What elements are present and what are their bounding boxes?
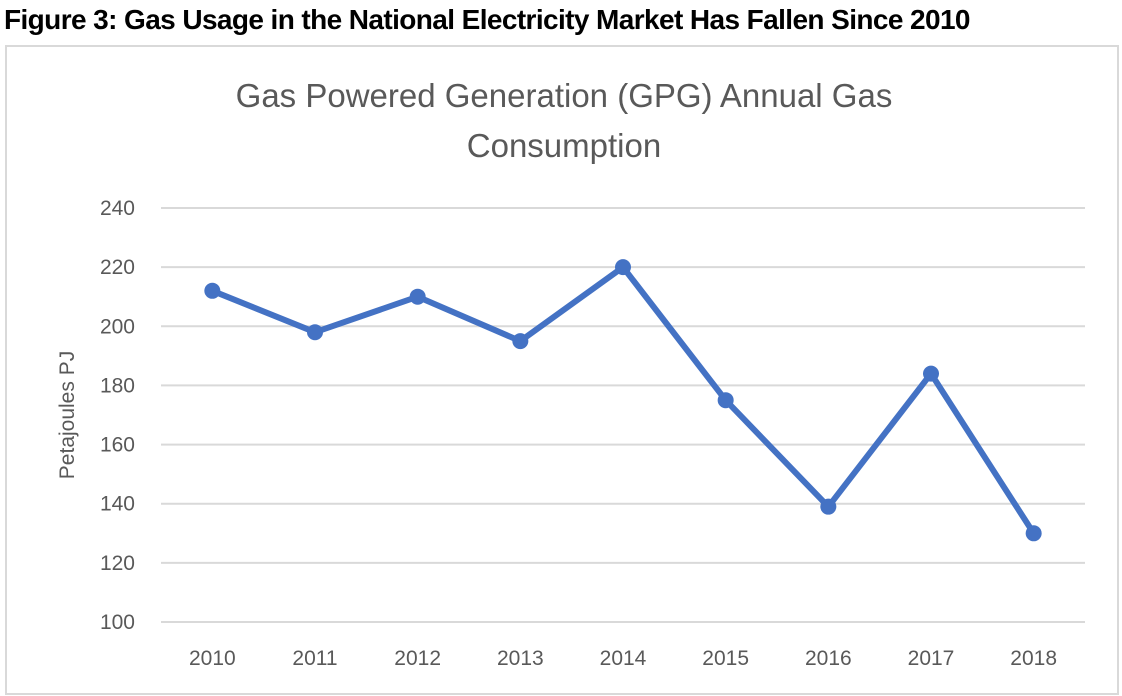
x-axis-ticks: 2010 2011 2012 2013 2014 2015 2016 2017 2018 bbox=[189, 647, 1057, 670]
data-point bbox=[717, 392, 734, 409]
data-point bbox=[1025, 525, 1042, 542]
data-series bbox=[204, 259, 1042, 542]
x-tick-label: 2018 bbox=[1010, 647, 1057, 670]
data-point bbox=[923, 365, 939, 382]
data-point bbox=[820, 498, 837, 515]
y-tick-label: 240 bbox=[100, 197, 135, 220]
data-point bbox=[615, 259, 631, 276]
y-tick-label: 160 bbox=[100, 434, 135, 457]
chart-title-line-1: Gas Powered Generation (GPG) Annual Gas bbox=[236, 77, 893, 114]
x-tick-label: 2017 bbox=[908, 647, 955, 670]
x-tick-label: 2016 bbox=[805, 647, 852, 670]
x-tick-label: 2015 bbox=[702, 647, 749, 670]
x-tick-label: 2012 bbox=[394, 647, 441, 670]
x-tick-label: 2011 bbox=[292, 647, 337, 670]
chart-title-line-2: Consumption bbox=[467, 127, 661, 164]
data-point bbox=[307, 324, 323, 341]
y-tick-label: 100 bbox=[100, 611, 135, 634]
series-line bbox=[209, 264, 1037, 537]
y-axis-label: Petajoules PJ bbox=[56, 351, 79, 479]
data-point bbox=[409, 288, 426, 305]
y-axis-ticks: 100 120 140 160 180 200 220 240 bbox=[100, 197, 135, 634]
x-tick-label: 2010 bbox=[189, 647, 236, 670]
data-point bbox=[204, 282, 221, 299]
y-tick-label: 140 bbox=[100, 493, 135, 516]
y-tick-label: 200 bbox=[100, 315, 135, 338]
y-tick-label: 180 bbox=[100, 374, 135, 397]
x-tick-label: 2014 bbox=[600, 647, 647, 670]
y-tick-label: 120 bbox=[100, 552, 135, 575]
chart-title: Gas Powered Generation (GPG) Annual Gas … bbox=[236, 77, 893, 164]
figure-caption: Figure 3: Gas Usage in the National Elec… bbox=[4, 4, 970, 35]
x-tick-label: 2013 bbox=[497, 647, 544, 670]
y-tick-label: 220 bbox=[100, 256, 135, 279]
data-point bbox=[512, 333, 529, 350]
